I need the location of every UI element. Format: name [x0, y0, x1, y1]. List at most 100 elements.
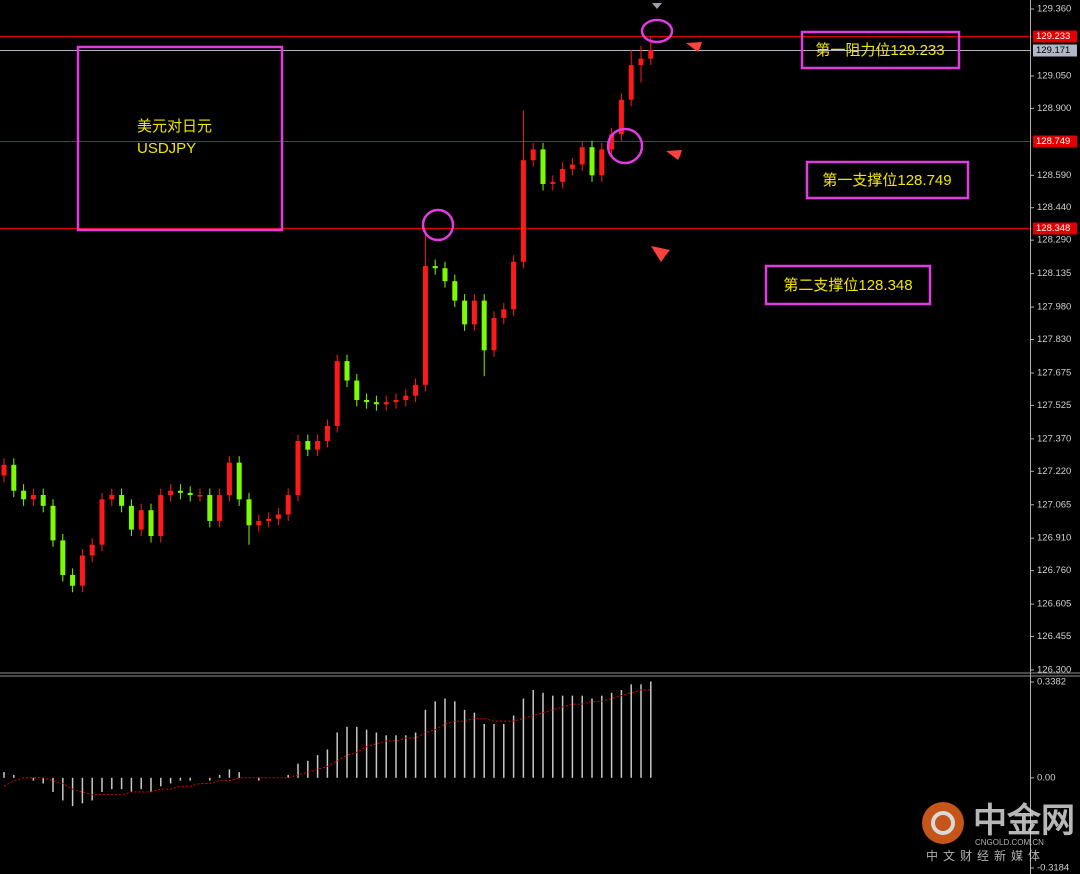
- candle-body: [648, 50, 654, 59]
- logo: [931, 811, 955, 835]
- highlight-circle: [606, 127, 644, 165]
- y-tick-label: 128.135: [1037, 268, 1071, 279]
- level-label: 128.749: [1036, 136, 1070, 147]
- level-label-box: [1033, 44, 1077, 57]
- candle-body: [452, 281, 458, 301]
- candle-body: [40, 495, 46, 506]
- candle-body: [148, 510, 154, 537]
- y-tick-label: 127.065: [1037, 499, 1071, 510]
- candle-body: [177, 490, 183, 493]
- y-tick-label: 127.830: [1037, 334, 1071, 345]
- candle-body: [70, 574, 76, 586]
- candle-body: [138, 510, 144, 530]
- y-tick-label: 126.910: [1037, 533, 1071, 544]
- arrows: [651, 42, 786, 304]
- candle-body: [79, 555, 85, 586]
- level-label-box: [1033, 135, 1077, 148]
- y-tick-label: -0.3184: [1037, 863, 1069, 874]
- candle-body: [560, 168, 566, 182]
- candle-body: [197, 495, 203, 497]
- candle-body: [89, 544, 95, 556]
- candle-body: [589, 147, 595, 176]
- highlight-circle: [421, 208, 455, 242]
- candle-body: [50, 505, 56, 541]
- candle-body: [628, 65, 634, 100]
- logo: [922, 802, 964, 844]
- level-label: 129.171: [1036, 45, 1070, 56]
- candle-body: [315, 441, 321, 450]
- candle-body: [442, 268, 448, 282]
- candle-body: [393, 399, 399, 403]
- candle-body: [295, 441, 301, 496]
- y-tick-label: 128.900: [1037, 103, 1071, 114]
- candle-body: [540, 149, 546, 184]
- candle-body: [403, 395, 409, 400]
- y-tick-label: 129.360: [1037, 4, 1071, 15]
- candle-body: [491, 317, 497, 351]
- candle-body: [501, 309, 507, 318]
- candle-body: [11, 464, 17, 491]
- brand: 中金网: [973, 801, 1075, 840]
- candle-body: [373, 402, 379, 405]
- levels: [0, 36, 1030, 229]
- annotation-text: 第一阻力位129.233: [815, 41, 944, 59]
- candle-body: [481, 300, 487, 351]
- candle-body: [168, 490, 174, 496]
- y-tick-label: 127.370: [1037, 433, 1071, 444]
- candle-body: [413, 384, 419, 396]
- arrow: [651, 246, 736, 304]
- candle-body: [462, 300, 468, 325]
- candle-body: [609, 134, 615, 150]
- candle-body: [246, 499, 252, 526]
- candle-body: [422, 266, 428, 385]
- slogan: 中文财经新媒体: [926, 848, 1045, 863]
- y-tick-label: 0.3382: [1037, 677, 1066, 688]
- y-tick-label: 127.525: [1037, 400, 1071, 411]
- annotation-text: 第二支撑位128.348: [783, 276, 912, 294]
- candle-body: [364, 399, 370, 403]
- candle-body: [226, 462, 232, 496]
- candle-body: [324, 425, 330, 442]
- y-tick-label: 126.760: [1037, 565, 1071, 576]
- annotation-text: 美元对日元: [137, 118, 212, 135]
- indicator: [3, 681, 652, 807]
- level-label: 129.233: [1036, 31, 1070, 42]
- candle-body: [569, 164, 575, 169]
- candle-body: [285, 495, 291, 515]
- highlight-circle: [640, 18, 674, 44]
- candle-body: [579, 147, 585, 165]
- candle-body: [207, 495, 213, 521]
- annotation-box: [800, 30, 961, 70]
- candle-body: [109, 495, 115, 500]
- candle-body: [354, 380, 360, 400]
- y-tick-label: 126.605: [1037, 599, 1071, 610]
- candle-body: [275, 514, 281, 519]
- arrow: [666, 150, 786, 191]
- candle-body: [471, 300, 477, 325]
- y-tick-label: 126.300: [1037, 665, 1071, 676]
- candle-body: [530, 149, 536, 161]
- candle-body: [383, 402, 389, 405]
- price-axis: 129.360 129.050 128.900 128.590 128.440 128.2…: [1030, 4, 1077, 874]
- level-label: 128.348: [1036, 223, 1070, 234]
- candle-body: [236, 462, 242, 500]
- annotation-text: 第一支撑位128.749: [822, 171, 951, 189]
- candle-body: [334, 361, 340, 426]
- candle-body: [305, 441, 311, 450]
- candle-body: [520, 160, 526, 262]
- candle-body: [599, 149, 605, 176]
- level-label-box: [1033, 222, 1077, 235]
- y-tick-label: 127.220: [1037, 466, 1071, 477]
- shift-marker: [652, 3, 662, 9]
- candle-body: [217, 495, 223, 521]
- y-tick-label: 127.675: [1037, 367, 1071, 378]
- candle-body: [256, 520, 262, 526]
- candle-body: [344, 361, 350, 381]
- candle-body: [618, 99, 624, 135]
- annotation-text: USDJPY: [137, 140, 196, 157]
- domain: CNGOLD.COM.CN: [975, 838, 1044, 847]
- candle-body: [432, 266, 438, 269]
- arrow: [686, 42, 782, 68]
